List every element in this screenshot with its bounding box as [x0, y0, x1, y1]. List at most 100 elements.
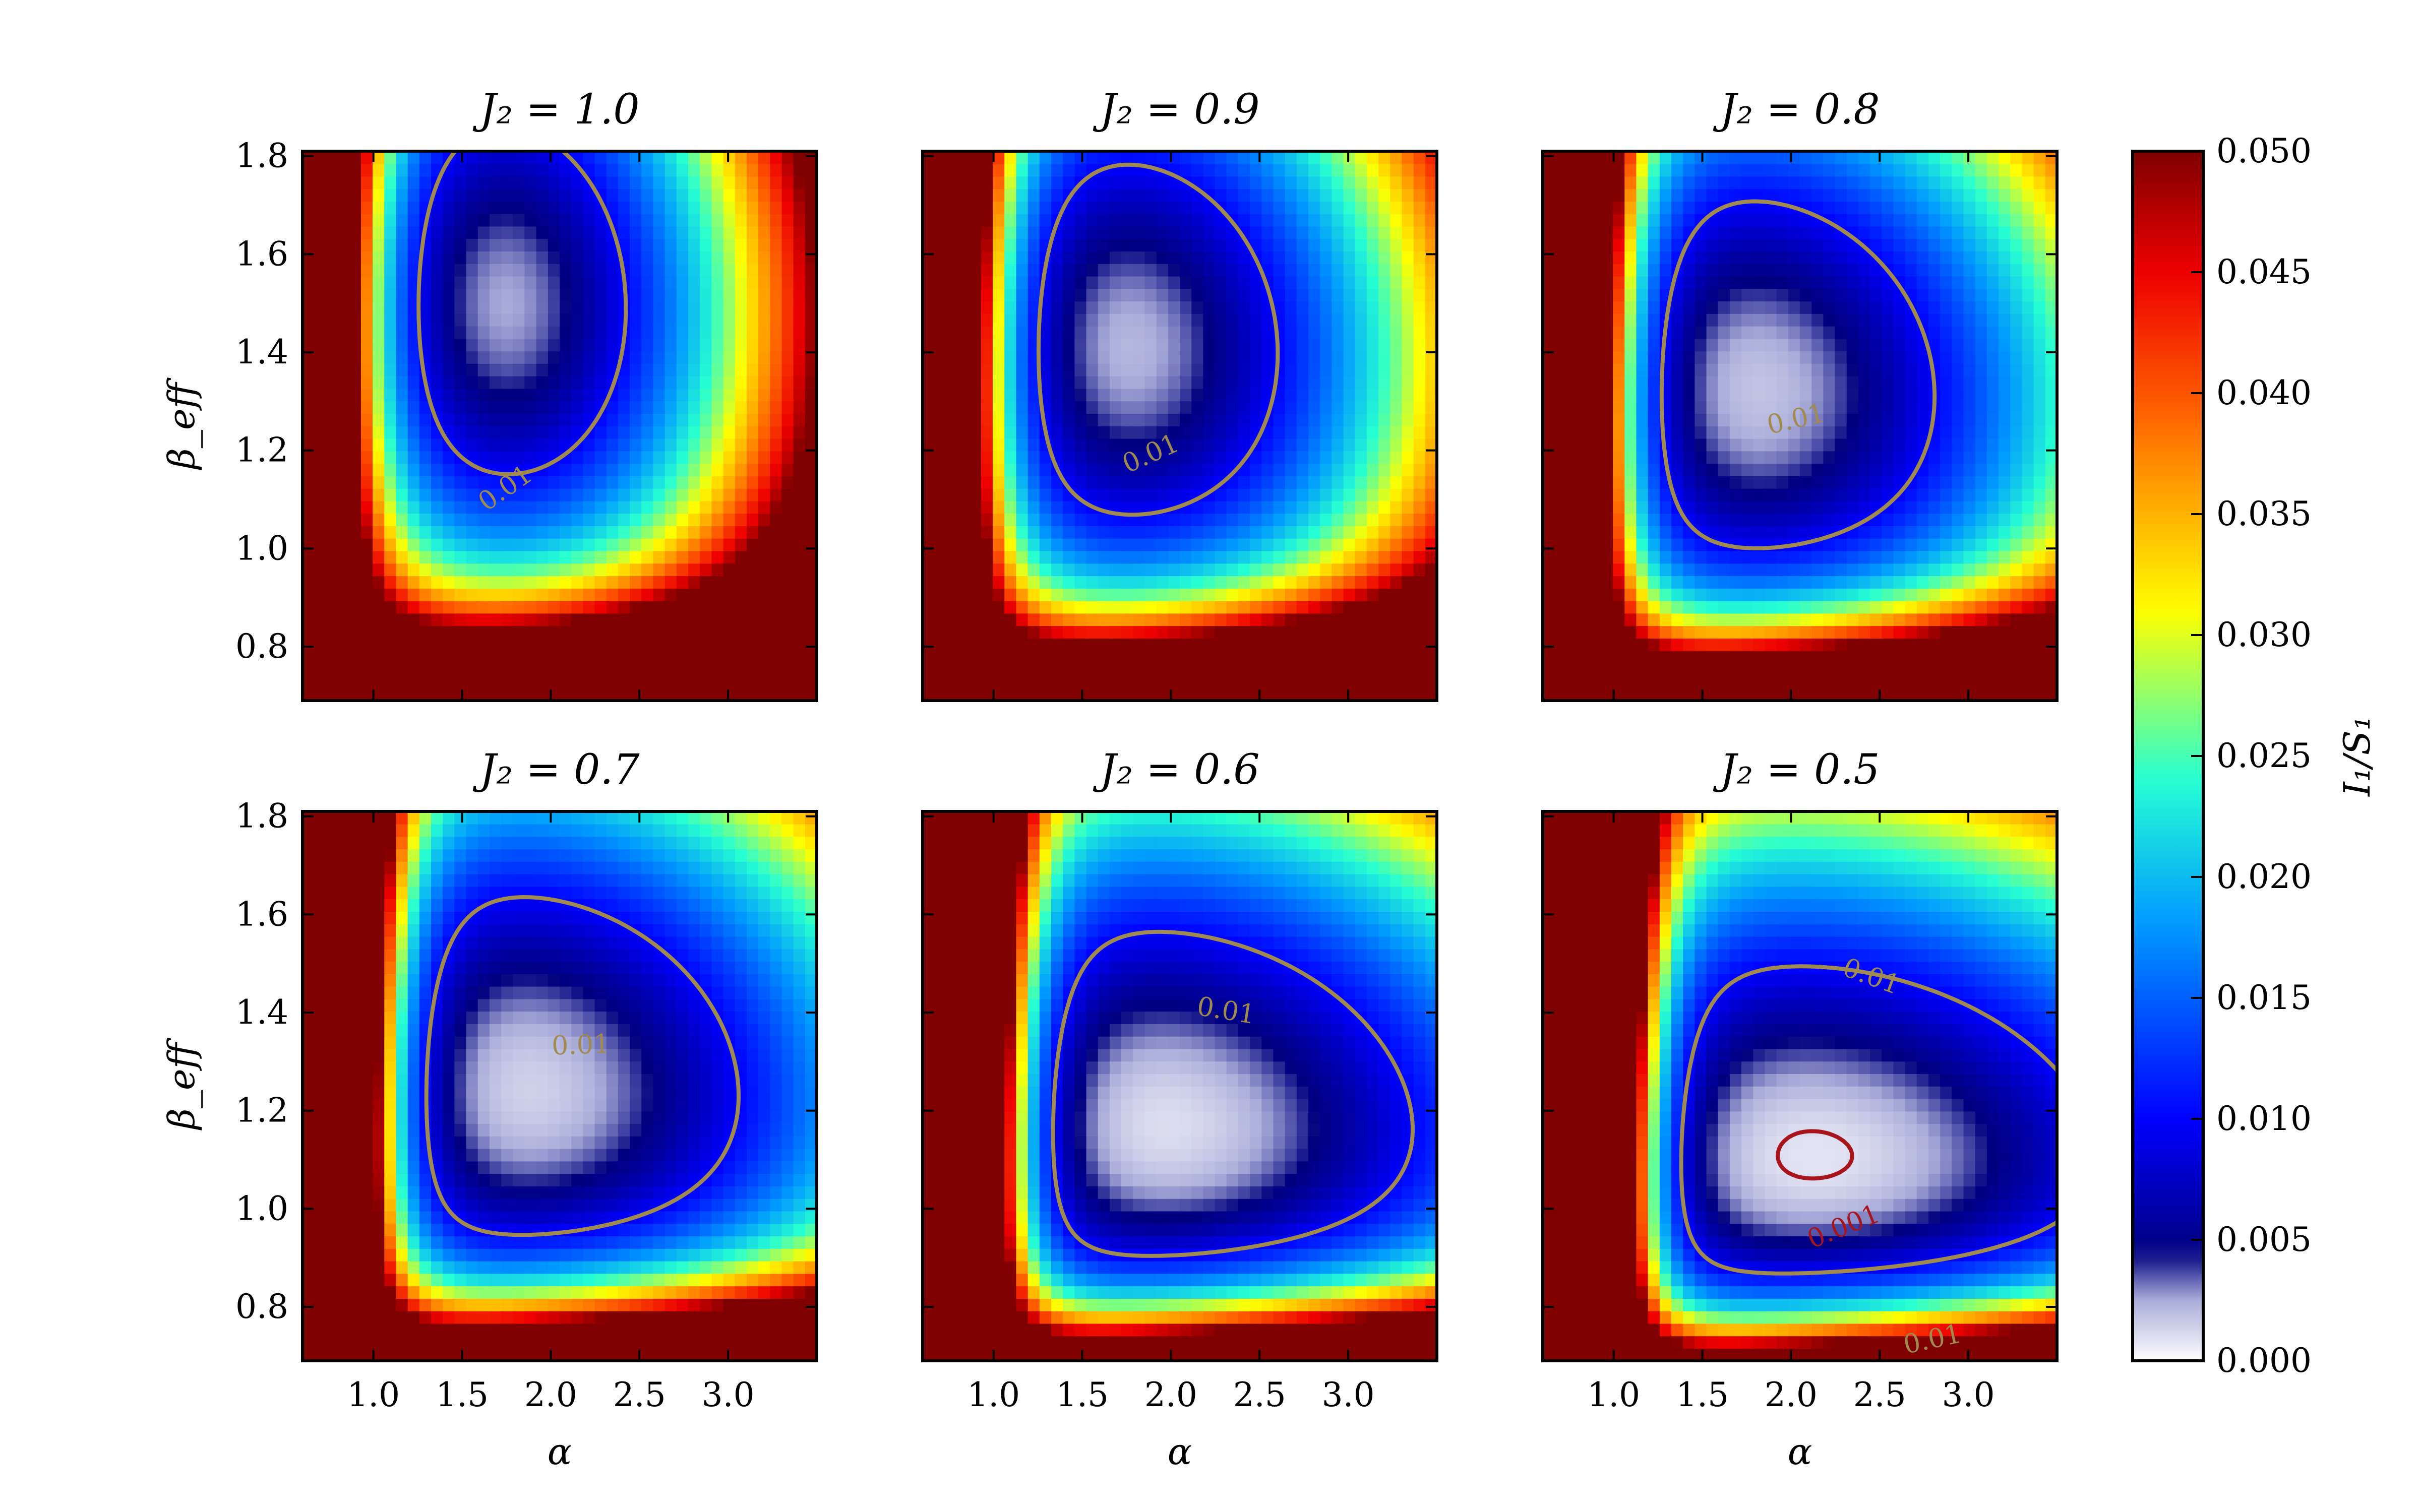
heatmap-cell: [1753, 650, 1766, 664]
heatmap-cell: [2022, 576, 2034, 589]
heatmap-cell: [981, 438, 993, 452]
heatmap-cell: [1753, 438, 1766, 452]
heatmap-cell: [1823, 500, 1836, 514]
heatmap-cell: [1402, 426, 1414, 439]
heatmap-cell: [1543, 500, 1555, 514]
heatmap-cell: [1133, 488, 1145, 501]
heatmap-cell: [524, 176, 537, 190]
heatmap-cell: [1226, 163, 1239, 177]
heatmap-cell: [993, 288, 1005, 302]
heatmap-cell: [1156, 263, 1169, 277]
heatmap-cell: [1074, 563, 1087, 577]
heatmap-cell: [571, 276, 584, 289]
heatmap-cell: [1636, 426, 1649, 439]
heatmap-cell: [981, 226, 993, 239]
heatmap-cell: [1226, 301, 1239, 314]
heatmap-cell: [1027, 688, 1040, 701]
heatmap-cell: [1425, 451, 1437, 464]
heatmap-cell: [630, 438, 642, 452]
heatmap-cell: [606, 650, 619, 664]
heatmap-cell: [1636, 438, 1649, 452]
heatmap-cell: [548, 276, 560, 289]
heatmap-cell: [723, 538, 736, 551]
heatmap-cell: [548, 163, 560, 177]
heatmap-cell: [1004, 613, 1017, 626]
heatmap-cell: [957, 625, 970, 639]
heatmap-cell: [1203, 276, 1216, 289]
heatmap-cell: [431, 563, 443, 577]
heatmap-cell: [489, 638, 502, 651]
heatmap-cell: [1086, 276, 1099, 289]
heatmap-cell: [711, 600, 724, 614]
heatmap-cell: [1086, 326, 1099, 339]
heatmap-cell: [524, 526, 537, 539]
heatmap-cell: [1695, 488, 1707, 501]
heatmap-cell: [360, 226, 373, 239]
heatmap-cell: [618, 663, 630, 676]
heatmap-cell: [805, 488, 817, 501]
heatmap-cell: [1332, 301, 1344, 314]
heatmap-cell: [1016, 663, 1028, 676]
heatmap-cell: [793, 213, 806, 227]
heatmap-cell: [1882, 688, 1894, 701]
heatmap-cell: [1168, 388, 1180, 402]
heatmap-cell: [946, 226, 958, 239]
heatmap-cell: [1191, 625, 1204, 639]
heatmap-cell: [1355, 638, 1367, 651]
heatmap-cell: [1928, 513, 1941, 526]
heatmap-cell: [1425, 650, 1437, 664]
heatmap-cell: [1402, 313, 1414, 327]
heatmap-cell: [1425, 625, 1437, 639]
heatmap-cell: [1695, 401, 1707, 414]
heatmap-cell: [641, 363, 654, 376]
heatmap-cell: [700, 351, 712, 364]
heatmap-cell: [477, 176, 490, 190]
heatmap-cell: [1191, 600, 1204, 614]
heatmap-cell: [1332, 413, 1344, 426]
heatmap-cell: [1905, 625, 1917, 639]
heatmap-cell: [1578, 438, 1590, 452]
heatmap-cell: [1074, 213, 1087, 227]
heatmap-cell: [536, 188, 549, 202]
heatmap-cell: [477, 675, 490, 689]
heatmap-cell: [477, 488, 490, 501]
heatmap-cell: [770, 388, 782, 402]
heatmap-cell: [957, 375, 970, 389]
heatmap-cell: [396, 488, 408, 501]
heatmap-cell: [1870, 488, 1883, 501]
heatmap-cell: [1320, 263, 1333, 277]
heatmap-cell: [1928, 488, 1941, 501]
heatmap-cell: [594, 363, 607, 376]
heatmap-cell: [1039, 451, 1052, 464]
heatmap-cell: [1074, 375, 1087, 389]
heatmap-cell: [1975, 500, 1987, 514]
heatmap-cell: [1366, 263, 1379, 277]
heatmap-cell: [758, 163, 771, 177]
heatmap-cell: [560, 201, 572, 214]
heatmap-cell: [1109, 288, 1122, 302]
heatmap-cell: [536, 313, 549, 327]
heatmap-cell: [1589, 625, 1602, 639]
heatmap-cell: [2010, 463, 2023, 476]
heatmap-cell: [314, 338, 327, 352]
heatmap-cell: [302, 263, 315, 277]
heatmap-cell: [1296, 550, 1309, 564]
heatmap-cell: [688, 375, 700, 389]
heatmap-cell: [1133, 526, 1145, 539]
heatmap-cell: [981, 401, 993, 414]
heatmap-cell: [746, 600, 759, 614]
heatmap-cell: [1835, 650, 1847, 664]
heatmap-cell: [314, 388, 327, 402]
heatmap-cell: [957, 276, 970, 289]
heatmap-cell: [396, 276, 408, 289]
heatmap-cell: [513, 213, 525, 227]
heatmap-cell: [1870, 526, 1883, 539]
heatmap-cell: [770, 625, 782, 639]
heatmap-cell: [1296, 451, 1309, 464]
heatmap-cell: [407, 213, 420, 227]
heatmap-cell: [1659, 538, 1672, 551]
heatmap-cell: [1156, 688, 1169, 701]
heatmap-cell: [384, 351, 397, 364]
heatmap-cell: [1963, 463, 1976, 476]
heatmap-cell: [1086, 401, 1099, 414]
